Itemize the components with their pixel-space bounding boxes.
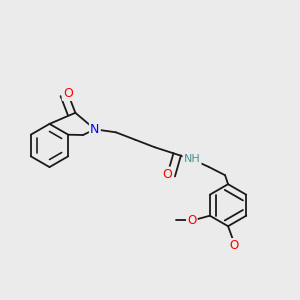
Text: O: O [63,87,73,100]
Text: N: N [90,123,100,136]
Text: O: O [230,239,239,252]
Text: O: O [187,214,196,227]
Text: O: O [163,168,172,181]
Text: NH: NH [184,154,200,164]
